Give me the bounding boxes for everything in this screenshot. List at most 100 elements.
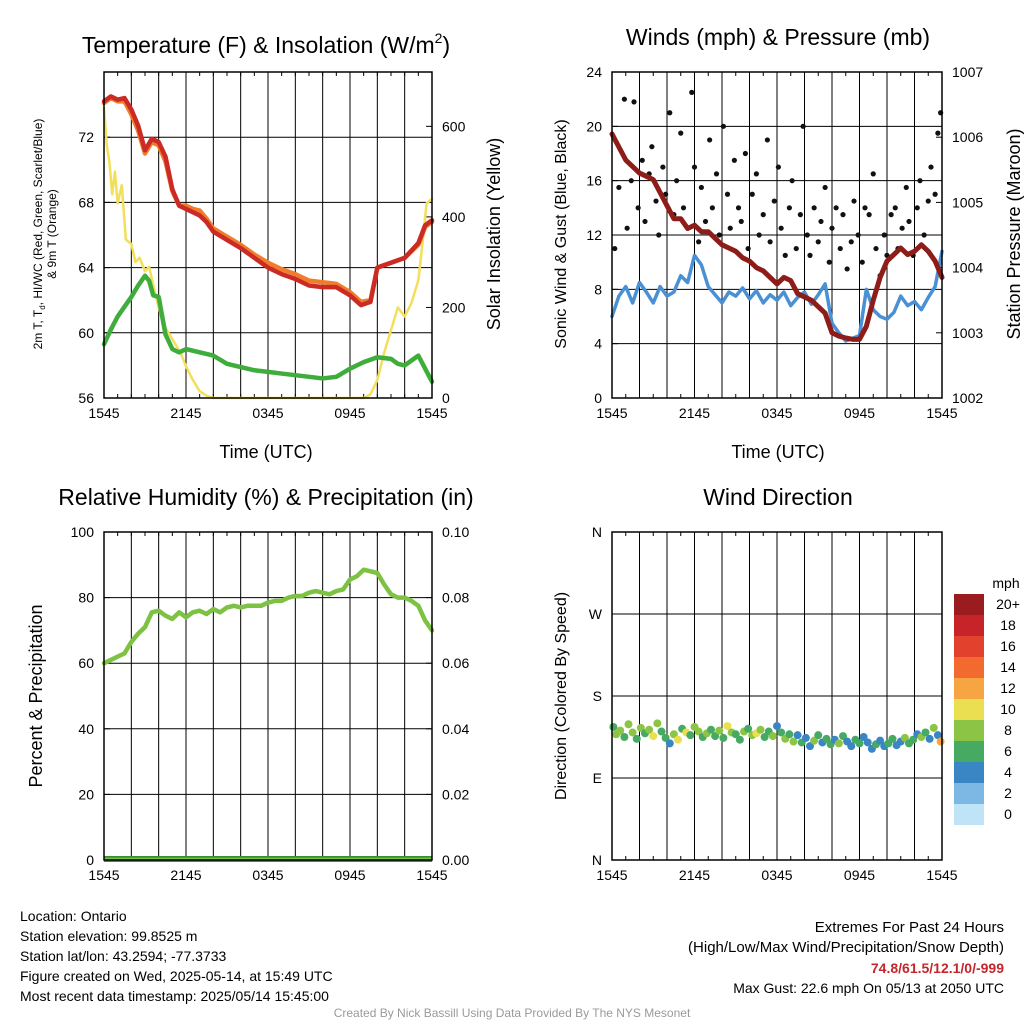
y-tick-label: 60 xyxy=(78,325,94,341)
colorbar-label: 4 xyxy=(1004,764,1012,780)
wind-direction-point xyxy=(636,723,645,732)
colorbar-swatch xyxy=(954,594,984,615)
gust-point xyxy=(660,164,666,170)
x-tick-label: 0345 xyxy=(252,867,283,883)
humidity-ylabel-left: Percent & Precipitation xyxy=(26,604,46,787)
figure-created: Figure created on Wed, 2025-05-14, at 15… xyxy=(20,968,333,984)
y-right-tick-label: 1002 xyxy=(952,390,983,406)
wind-direction-point xyxy=(624,720,633,729)
gust-point xyxy=(888,212,894,218)
gust-point xyxy=(840,212,846,218)
gust-point xyxy=(756,232,762,238)
x-tick-label: 0345 xyxy=(761,405,792,421)
gust-point xyxy=(855,232,861,238)
wind-direction-point xyxy=(723,722,732,731)
colorbar-swatch xyxy=(954,657,984,678)
wind-direction-point xyxy=(909,735,918,744)
gust-point xyxy=(667,110,673,116)
plot-border xyxy=(611,71,943,399)
gust-point xyxy=(698,184,704,191)
y-tick-label: E xyxy=(593,770,602,786)
gust-point xyxy=(892,205,898,211)
gust-point xyxy=(621,96,627,102)
x-tick-label: 2145 xyxy=(679,867,710,883)
direction-panel: Wind Direction 1545 2145 0345 0945 1545NESWN… xyxy=(553,484,1020,883)
station-location: Location: Ontario xyxy=(20,908,127,924)
gust-point xyxy=(720,123,726,129)
station-latlon: Station lat/lon: 43.2594; -77.3733 xyxy=(20,948,227,964)
colorbar-label: 10 xyxy=(1000,701,1016,717)
wind-direction-point xyxy=(657,727,666,736)
gust-point xyxy=(738,218,744,225)
y-right-tick-label: 1004 xyxy=(952,260,983,276)
colorbar-swatch xyxy=(954,804,984,825)
colorbar-swatch xyxy=(954,699,984,720)
colorbar-label: 8 xyxy=(1004,722,1012,738)
wind-direction-point xyxy=(744,724,753,733)
gust-point xyxy=(616,184,622,191)
wind-direction-point xyxy=(707,725,715,734)
gust-point xyxy=(696,239,702,245)
gust-point xyxy=(771,198,777,204)
y-tick-label: 72 xyxy=(78,129,94,145)
gust-point xyxy=(628,178,634,184)
gust-point xyxy=(833,205,839,211)
gust-point xyxy=(899,225,905,231)
gust-point xyxy=(804,232,810,238)
gust-point xyxy=(742,150,748,157)
gust-point xyxy=(775,164,781,170)
y-tick-label: 24 xyxy=(586,64,602,80)
y-right-tick-label: 400 xyxy=(442,209,466,225)
colorbar-label: 0 xyxy=(1004,806,1012,822)
wind-direction-point xyxy=(933,731,942,740)
winds-title: Winds (mph) & Pressure (mb) xyxy=(626,24,930,50)
gust-point xyxy=(789,178,795,184)
colorbar-swatch xyxy=(954,615,984,636)
colorbar-swatch xyxy=(954,783,984,804)
temperature-2m-line xyxy=(101,94,435,308)
dewpoint-line xyxy=(101,273,435,384)
wind-direction-point xyxy=(735,735,744,744)
y-tick-label: S xyxy=(593,688,602,704)
y-right-tick-label: 0.04 xyxy=(442,721,469,737)
gust-point xyxy=(724,191,731,197)
humidity-plot-area: 1545 2145 0345 0945 15450204060801000.000.02… xyxy=(71,524,470,883)
extremes-block: Extremes For Past 24 Hours (High/Low/Max… xyxy=(688,918,1004,998)
speed-colorbar: 20+ 18 16 14 12 10 8 6 4 2 0 xyxy=(954,594,1020,825)
gust-point xyxy=(903,184,909,191)
gust-point xyxy=(716,232,722,238)
wind-direction-point xyxy=(609,722,618,731)
wind-direction-point xyxy=(756,725,765,734)
x-tick-label: 0345 xyxy=(252,405,283,421)
colorbar-label: 18 xyxy=(1000,617,1016,633)
x-tick-label: 2145 xyxy=(679,405,710,421)
grid-lines xyxy=(104,532,432,860)
gust-point xyxy=(778,225,784,231)
y-right-tick-label: 200 xyxy=(442,299,466,315)
gust-point xyxy=(914,205,920,211)
x-tick-label: 1545 xyxy=(596,405,627,421)
y-right-tick-label: 1003 xyxy=(952,325,983,341)
x-tick-label: 0945 xyxy=(334,867,365,883)
plot-border xyxy=(103,71,433,399)
temperature-title: Temperature (F) & Insolation (W/m2) xyxy=(82,30,450,58)
gust-point xyxy=(818,218,824,225)
gust-point xyxy=(678,130,684,136)
y-right-tick-label: 0.00 xyxy=(442,852,469,868)
x-tick-label: 2145 xyxy=(170,405,201,421)
wind-direction-point xyxy=(785,730,794,739)
wind-direction-point xyxy=(620,733,629,741)
y-right-tick-label: 0 xyxy=(442,390,450,406)
wind-direction-point xyxy=(900,733,909,742)
wind-direction-point xyxy=(925,734,934,743)
wind-direction-point xyxy=(863,738,872,747)
wind-direction-point xyxy=(859,733,868,741)
wind-direction-point xyxy=(793,731,802,740)
wind-direction-point xyxy=(686,731,695,740)
gust-point xyxy=(691,164,698,170)
wind-direction-point xyxy=(715,726,724,735)
wind-direction-point xyxy=(674,735,682,744)
x-tick-label: 1545 xyxy=(926,405,957,421)
colorbar-swatch xyxy=(954,762,984,783)
wind-direction-point xyxy=(929,723,938,732)
